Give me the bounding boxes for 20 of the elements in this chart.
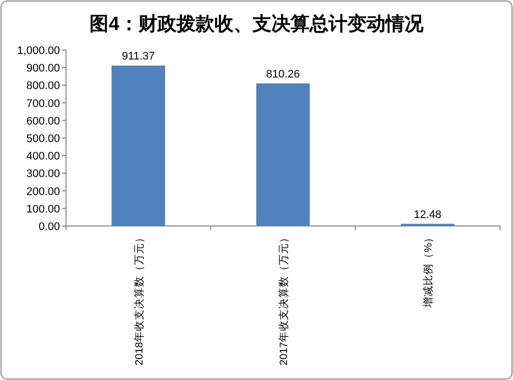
bar	[112, 66, 166, 226]
x-tick-label: 增减比例（%）	[422, 232, 435, 308]
data-label: 12.48	[414, 208, 442, 221]
y-tick-label: 300.00	[26, 168, 60, 180]
chart-title: 图4：财政拨款收、支决算总计变动情况	[90, 13, 424, 35]
y-tick-label: 100.00	[26, 203, 60, 216]
y-tick-label: 600.00	[26, 115, 60, 128]
bar	[256, 83, 310, 226]
y-tick-label: 200.00	[26, 186, 60, 198]
y-tick-label: 0.00	[38, 221, 60, 233]
data-label: 911.37	[122, 50, 155, 63]
y-tick-label: 900.00	[26, 62, 60, 75]
x-tick-label: 2017年收支决算数（万元）	[277, 232, 290, 366]
y-tick-label: 700.00	[26, 98, 60, 110]
y-tick-label: 1,000.00	[17, 45, 60, 57]
x-tick-label: 2018年收支决算数（万元）	[132, 232, 146, 366]
data-label: 810.26	[266, 68, 300, 80]
y-tick-label: 500.00	[26, 133, 60, 145]
y-tick-label: 400.00	[26, 150, 60, 163]
y-tick-label: 800.00	[26, 80, 60, 92]
